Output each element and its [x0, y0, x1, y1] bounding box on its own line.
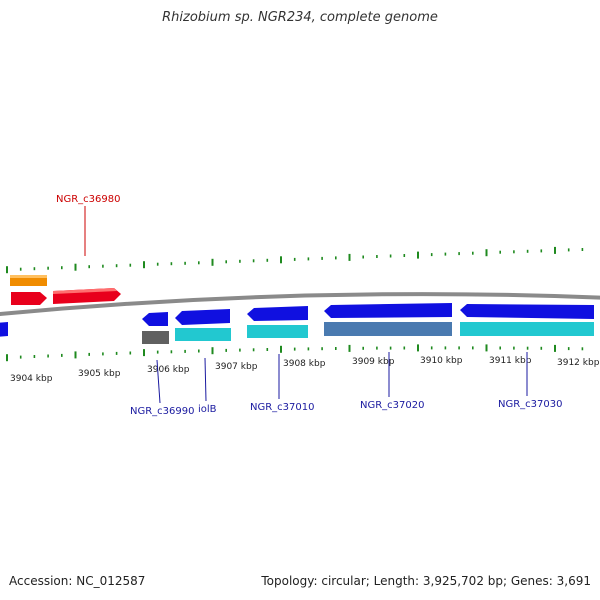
gene-arrow-ngr-c37020[interactable]	[324, 303, 452, 318]
gene-arrow-forward-small[interactable]	[11, 292, 47, 305]
tick-label: 3909 kbp	[352, 357, 395, 367]
cds-iolb[interactable]	[175, 328, 231, 341]
tick-label: 3905 kbp	[78, 369, 121, 379]
feature-gray-ngr-c36990[interactable]	[142, 331, 169, 344]
tick-label: 3910 kbp	[420, 356, 463, 366]
gene-label-ngr-c36980[interactable]: NGR_c36980	[56, 194, 121, 205]
tick-labels: 3904 kbp 3905 kbp 3906 kbp 3907 kbp 3908…	[10, 356, 600, 384]
gene-arrow-ngr-c36990[interactable]	[142, 312, 168, 326]
gene-label-ngr-c36990[interactable]: NGR_c36990	[130, 406, 195, 417]
tick-label: 3906 kbp	[147, 365, 190, 375]
accession-text: Accession: NC_012587	[9, 574, 146, 588]
gene-label-iolb[interactable]: iolB	[198, 404, 217, 415]
gene-arrow-iolb[interactable]	[175, 309, 230, 325]
gene-label-ngr-c37010[interactable]: NGR_c37010	[250, 402, 315, 413]
tick-label: 3908 kbp	[283, 359, 326, 369]
cds-ngr-c37020[interactable]	[324, 322, 452, 336]
feature-orange-upper[interactable]	[10, 275, 47, 286]
tick-label: 3911 kbp	[489, 356, 532, 366]
tick-label: 3904 kbp	[10, 374, 53, 384]
gene-arrow-ngr-c37030[interactable]	[460, 304, 594, 319]
lower-tick-marks	[6, 344, 584, 362]
feature-highlight	[53, 288, 117, 294]
leader-line	[156, 359, 161, 404]
reverse-strand-features	[0, 303, 594, 344]
cds-ngr-c37010[interactable]	[247, 325, 308, 338]
leader-line	[204, 357, 207, 402]
feature-highlight	[10, 275, 47, 278]
upper-tick-marks	[6, 246, 584, 274]
tick-label: 3907 kbp	[215, 362, 258, 372]
gene-label-ngr-c37020[interactable]: NGR_c37020	[360, 400, 425, 411]
gene-labels: NGR_c36980 NGR_c36990 iolB NGR_c37010 NG…	[56, 194, 563, 417]
gene-arrow-ngr-c37010[interactable]	[247, 306, 308, 321]
forward-strand-features	[10, 275, 121, 305]
genome-backbone	[0, 292, 600, 317]
gene-label-ngr-c37030[interactable]: NGR_c37030	[498, 399, 563, 410]
tick-label: 3912 kbp	[557, 358, 600, 368]
genome-info-text: Topology: circular; Length: 3,925,702 bp…	[261, 574, 591, 588]
cds-ngr-c37030[interactable]	[460, 322, 594, 336]
gene-arrow-reverse-edge[interactable]	[0, 322, 8, 337]
map-title: Rhizobium sp. NGR234, complete genome	[162, 10, 438, 25]
